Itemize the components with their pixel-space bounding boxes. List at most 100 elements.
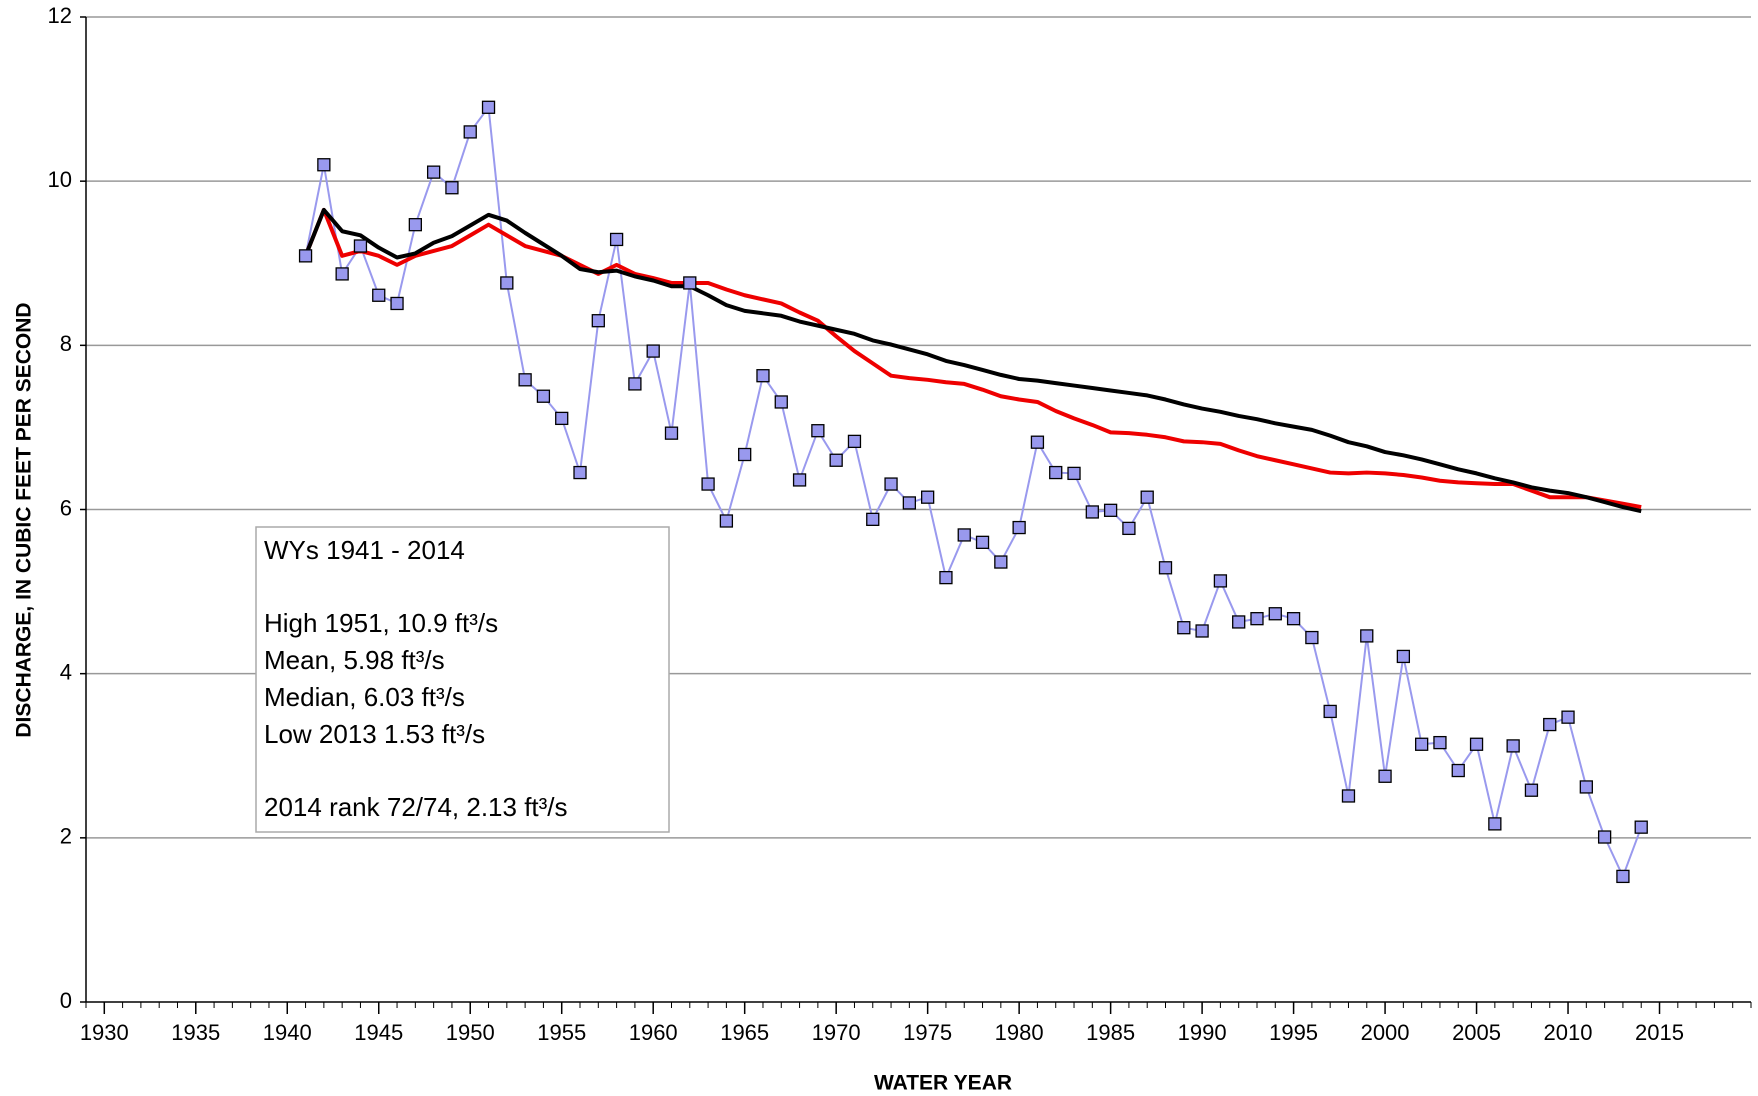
x-tick-label: 1995 — [1269, 1020, 1318, 1045]
data-point — [1158, 561, 1173, 575]
x-tick-label: 1935 — [171, 1020, 220, 1045]
data-point — [1616, 869, 1630, 884]
data-point — [738, 447, 752, 462]
series-line — [303, 207, 1642, 510]
x-tick-label: 1955 — [537, 1020, 586, 1045]
annotation-box — [255, 526, 670, 833]
data-point — [884, 477, 898, 491]
y-axis-label: DISCHARGE, IN CUBIC FEET PER SECOND — [13, 302, 36, 737]
data-point — [408, 218, 422, 232]
data-point — [1579, 780, 1593, 794]
data-point — [1250, 612, 1264, 626]
data-point — [1341, 789, 1356, 803]
series-line — [303, 207, 1642, 514]
data-point — [1415, 737, 1429, 751]
data-point — [573, 465, 587, 480]
data-point — [445, 181, 459, 195]
data-point — [664, 426, 679, 440]
data-point — [975, 535, 990, 549]
data-point — [646, 344, 660, 358]
data-point — [1561, 710, 1575, 724]
x-tick-label: 1950 — [446, 1020, 495, 1045]
x-tick-label: 1940 — [263, 1020, 312, 1045]
data-point — [1286, 612, 1301, 626]
annotation: Median, 6.03 ft³/s — [264, 682, 465, 712]
data-point — [335, 267, 349, 281]
data-point — [1232, 615, 1246, 629]
data-point — [1305, 630, 1319, 645]
data-point — [994, 555, 1008, 569]
y-tick-label: 10 — [48, 167, 72, 192]
x-tick-label: 1930 — [80, 1020, 129, 1045]
annotation: 2014 rank 72/74, 2.13 ft³/s — [264, 792, 568, 822]
data-point — [317, 158, 331, 172]
data-point — [481, 100, 496, 114]
data-point — [1597, 830, 1612, 844]
data-point — [1524, 783, 1539, 797]
data-point — [1378, 769, 1392, 783]
data-point — [518, 373, 532, 387]
y-tick-label: 4 — [60, 659, 72, 684]
data-point — [920, 490, 935, 504]
x-tick-label: 2000 — [1361, 1020, 1410, 1045]
data-point — [1103, 503, 1118, 517]
data-point — [1469, 737, 1484, 751]
data-point — [829, 453, 843, 467]
x-tick-label: 1945 — [354, 1020, 403, 1045]
data-point — [353, 239, 368, 253]
data-point — [957, 528, 971, 542]
data-point — [1268, 607, 1282, 621]
x-tick-label: 1985 — [1086, 1020, 1135, 1045]
y-tick-label: 12 — [48, 3, 72, 28]
data-point — [1195, 624, 1209, 638]
data-point — [939, 570, 953, 585]
x-tick-label: 1960 — [629, 1020, 678, 1045]
data-point — [500, 276, 514, 290]
data-point — [774, 395, 788, 409]
x-tick-label: 1970 — [812, 1020, 861, 1045]
data-point — [1012, 520, 1026, 535]
data-point — [866, 512, 880, 526]
x-tick-label: 1980 — [995, 1020, 1044, 1045]
data-point — [1067, 466, 1081, 481]
y-tick-label: 2 — [60, 824, 72, 849]
data-point — [1122, 521, 1136, 536]
data-point — [1323, 704, 1337, 719]
data-point — [628, 377, 642, 391]
x-axis-label: WATER YEAR — [874, 1072, 1012, 1095]
data-point — [390, 296, 404, 311]
x-tick-label: 1965 — [720, 1020, 769, 1045]
data-point — [719, 514, 734, 528]
data-point — [1506, 739, 1520, 753]
data-point — [1140, 490, 1154, 504]
annotation: Low 2013 1.53 ft³/s — [264, 719, 485, 749]
x-tick-label: 1975 — [903, 1020, 952, 1045]
data-point — [591, 314, 605, 328]
data-point — [536, 389, 551, 403]
data-point — [1488, 817, 1502, 831]
data-point — [609, 232, 624, 247]
x-tick-label: 2005 — [1452, 1020, 1501, 1045]
data-point — [1433, 735, 1447, 750]
data-point — [426, 165, 441, 179]
data-point — [1451, 763, 1465, 778]
data-point — [1177, 621, 1191, 635]
y-tick-label: 0 — [60, 988, 72, 1013]
data-point — [701, 477, 715, 491]
data-point — [555, 411, 569, 426]
data-point — [298, 249, 313, 263]
data-point — [1360, 629, 1374, 643]
x-tick-label: 2015 — [1635, 1020, 1684, 1045]
data-point — [902, 496, 917, 510]
annotation: High 1951, 10.9 ft³/s — [264, 608, 498, 638]
data-point — [1396, 649, 1411, 664]
data-point — [1543, 717, 1557, 732]
y-tick-label: 8 — [60, 331, 72, 356]
data-point — [1634, 820, 1648, 834]
data-point — [1030, 435, 1045, 449]
annotation: WYs 1941 - 2014 — [264, 535, 465, 565]
x-tick-label: 2010 — [1544, 1020, 1593, 1045]
data-point — [1049, 465, 1063, 480]
data-point — [372, 288, 386, 302]
